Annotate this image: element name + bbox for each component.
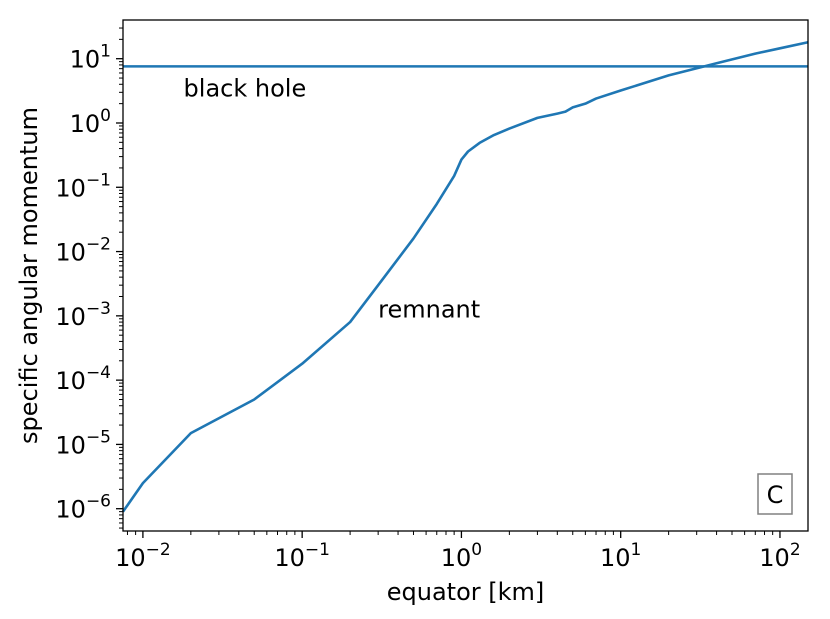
x-tick-label: 102 [759, 540, 800, 572]
y-tick-label: 100 [70, 106, 111, 138]
plot-area: black hole remnant [121, 41, 809, 513]
y-tick-label: 10−3 [55, 299, 111, 331]
y-tick-label: 10−1 [55, 170, 111, 202]
y-tick-label: 10−5 [55, 427, 111, 459]
y-axis-label: specific angular momentum [15, 107, 43, 444]
plot-frame [122, 19, 809, 532]
panel-label-box: C [757, 473, 793, 515]
x-axis-label: equator [km] [387, 578, 545, 606]
series-line-0 [121, 41, 809, 513]
x-tick-label: 10−1 [274, 540, 330, 572]
x-tick-label: 10−2 [115, 540, 171, 572]
y-tick-label: 10−6 [55, 492, 111, 524]
axis-ticks: 10−2 10−1 100 101 102 10−6 10−5 10−4 10−3 10−2 10−… [55, 27, 801, 572]
x-tick-label: 100 [441, 540, 482, 572]
y-tick-label: 10−2 [55, 235, 111, 267]
panel-label-frame [757, 473, 793, 515]
x-tick-label: 101 [600, 540, 641, 572]
panel-label: C [767, 481, 784, 509]
annotation-black-hole: black hole [184, 74, 307, 102]
y-tick-label: 10−4 [55, 363, 111, 395]
y-tick-label: 101 [70, 42, 111, 74]
annotation-remnant: remnant [378, 295, 480, 323]
